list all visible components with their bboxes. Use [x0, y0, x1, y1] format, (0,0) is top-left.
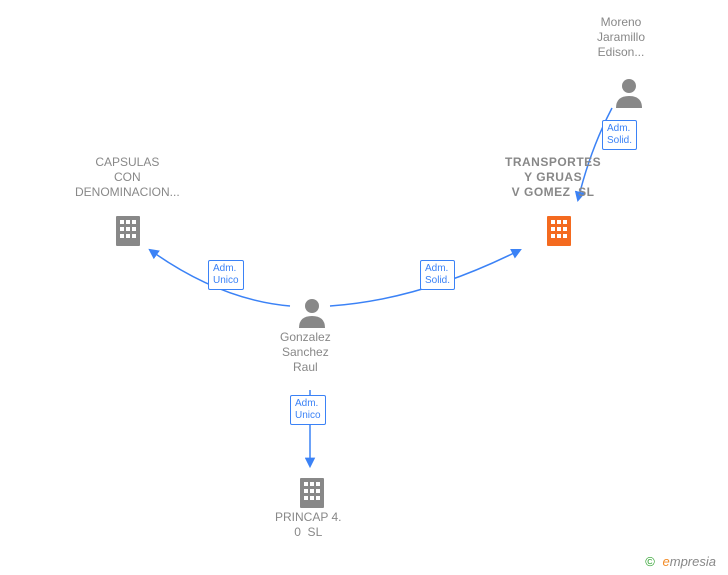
building-icon	[300, 478, 324, 508]
node-label-capsulas: CAPSULAS CON DENOMINACION...	[75, 155, 180, 200]
node-label-gonzalez: Gonzalez Sanchez Raul	[280, 330, 331, 375]
watermark-brand-rest: mpresia	[670, 554, 716, 569]
diagram-canvas: CAPSULAS CON DENOMINACION... TRANSPORTES…	[0, 0, 728, 575]
edge-label-adm-unico-2: Adm. Unico	[290, 395, 326, 425]
node-label-princap: PRINCAP 4. 0 SL	[275, 510, 341, 540]
edge-label-adm-solid-2: Adm. Solid.	[602, 120, 637, 150]
edge-label-adm-unico-1: Adm. Unico	[208, 260, 244, 290]
person-icon	[299, 299, 325, 328]
copyright-icon: ©	[645, 554, 655, 569]
building-icon	[116, 216, 140, 246]
diagram-svg	[0, 0, 728, 575]
building-icon	[547, 216, 571, 246]
node-icon-princap[interactable]	[300, 478, 324, 508]
person-icon	[616, 79, 642, 108]
watermark: © empresia	[645, 554, 716, 569]
edge-label-adm-solid-1: Adm. Solid.	[420, 260, 455, 290]
node-icon-capsulas[interactable]	[116, 216, 140, 246]
node-icon-moreno[interactable]	[616, 79, 642, 108]
node-label-moreno: Moreno Jaramillo Edison...	[597, 15, 645, 60]
watermark-brand-e: e	[663, 554, 670, 569]
node-icon-transportes[interactable]	[547, 216, 571, 246]
node-icon-gonzalez[interactable]	[299, 299, 325, 328]
node-label-transportes: TRANSPORTES Y GRUAS V GOMEZ SL	[505, 155, 601, 200]
